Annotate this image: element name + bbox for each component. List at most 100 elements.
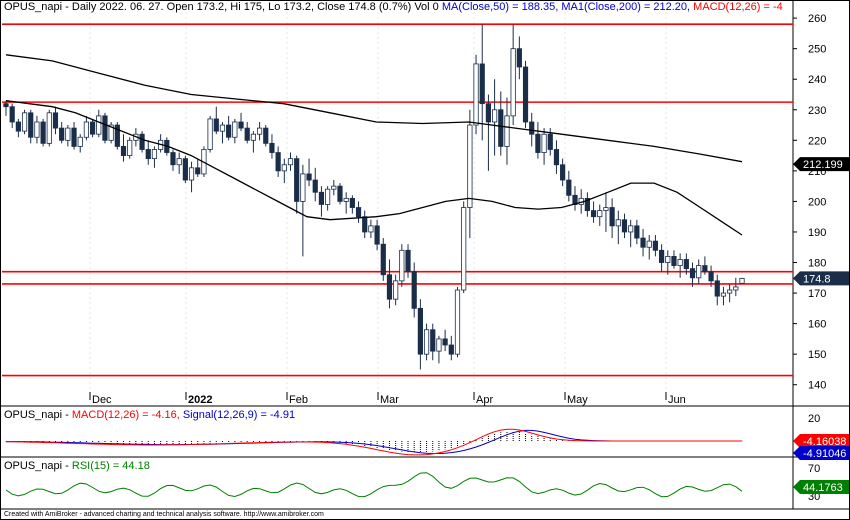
- candle-body: [683, 259, 689, 270]
- candle-body: [473, 63, 479, 126]
- rsi-value-tag-bg: [793, 480, 849, 494]
- last-price-tag-bg: [793, 271, 849, 286]
- price-chart-header: OPUS_napi - Daily 2022. 06. 27. Open 173…: [4, 1, 783, 13]
- support-resistance-lines: [2, 23, 793, 377]
- candle-body: [34, 121, 40, 138]
- price-tick-label: 170: [808, 288, 826, 300]
- candle-body: [461, 207, 467, 291]
- ma200-line: [5, 54, 743, 163]
- candle-body: [300, 173, 306, 202]
- candle-body: [244, 127, 250, 141]
- candle-body: [417, 307, 423, 355]
- candle-body: [9, 106, 15, 123]
- ma50-legend: MA(Close,50) = 188.35,: [441, 1, 562, 13]
- time-tick-label: Mar: [380, 394, 399, 406]
- ohlc-summary: - Daily 2022. 06. 27. Open 173.2, Hi 175…: [62, 1, 442, 13]
- time-tick-label: Jun: [668, 394, 686, 406]
- price-tick-label: 190: [808, 227, 826, 239]
- candle-body: [232, 121, 238, 138]
- candle-body: [584, 197, 590, 211]
- candle-body: [337, 185, 343, 202]
- candle-body: [628, 225, 634, 233]
- candle-body: [553, 149, 560, 166]
- ma200-legend: MA1(Close,200) = 212.20,: [561, 1, 694, 13]
- candle-body: [71, 127, 77, 147]
- candle-body: [46, 112, 52, 144]
- candle-body: [430, 329, 436, 352]
- candle-body: [368, 225, 374, 233]
- candle-body: [646, 240, 652, 248]
- macd-panel-header: OPUS_napi - MACD(12,26) = -4.16, Signal(…: [4, 409, 295, 421]
- candle-body: [195, 167, 201, 175]
- signal-value-tag: -4.91046: [803, 448, 846, 460]
- candle-body: [485, 103, 492, 123]
- candle-body: [535, 133, 541, 153]
- candle-body: [522, 66, 529, 123]
- candle-body: [386, 274, 393, 300]
- moving-averages: [5, 54, 743, 236]
- candle-body: [603, 207, 609, 211]
- candle-body: [182, 158, 188, 181]
- price-tick-label: 260: [808, 13, 826, 25]
- candle-body: [590, 210, 597, 218]
- candle-body: [423, 329, 430, 355]
- candle-body: [207, 118, 213, 150]
- candle-body: [28, 112, 34, 138]
- candle-body: [77, 136, 83, 147]
- candle-body: [281, 164, 287, 172]
- candle-body: [331, 185, 337, 190]
- candle-body: [696, 265, 702, 279]
- candle-body: [733, 286, 739, 291]
- signal-value-tag-bg: [793, 446, 849, 460]
- candle-body: [188, 167, 195, 181]
- candle-body: [65, 127, 71, 141]
- candle-body: [374, 225, 380, 245]
- candle-body: [83, 121, 90, 138]
- footer-credit: Created with AmiBroker - advanced charti…: [4, 511, 324, 518]
- candle-body: [621, 219, 628, 233]
- candle-body: [467, 124, 473, 208]
- candle-body: [442, 338, 448, 346]
- candle-body: [454, 289, 461, 355]
- candle-body: [436, 338, 442, 352]
- ma200-value-tag: 212.199: [803, 159, 843, 171]
- candle-body: [294, 158, 300, 202]
- candle-body: [609, 207, 615, 227]
- candle-body: [287, 158, 294, 166]
- candle-body: [59, 127, 65, 141]
- macd-value-tag: -4.16038: [803, 436, 846, 448]
- candle-body: [448, 344, 454, 355]
- candle-body: [170, 152, 176, 166]
- price-tick-label: 150: [808, 349, 826, 361]
- candle-body: [547, 133, 553, 150]
- macd-panel: 200: [5, 413, 820, 456]
- candle-body: [275, 152, 281, 172]
- candle-body: [671, 256, 677, 266]
- candle-body: [355, 207, 362, 218]
- candle-body: [516, 48, 522, 68]
- candle-body: [127, 139, 133, 156]
- rsi-value-tag: 44.1763: [803, 482, 843, 494]
- candle-body: [89, 121, 96, 135]
- time-axis: Dec 2022 Feb Mar Apr May Jun: [89, 392, 686, 406]
- candle-body: [238, 121, 244, 129]
- candle-body: [560, 164, 566, 181]
- candle-body: [702, 265, 708, 273]
- candle-body: [250, 133, 256, 141]
- rsi-symbol: OPUS_napi: [4, 460, 63, 472]
- candle-body: [176, 158, 182, 166]
- candle-body: [96, 115, 102, 135]
- candle-body: [652, 240, 659, 251]
- symbol-label: OPUS_napi: [4, 1, 63, 13]
- candle-body: [714, 280, 720, 297]
- candle-body: [615, 219, 621, 227]
- price-tick-label: 180: [808, 258, 826, 270]
- macd-line: [5, 428, 742, 456]
- candle-body: [145, 149, 151, 160]
- macd-value-tag-bg: [793, 434, 849, 448]
- candle-body: [504, 115, 510, 147]
